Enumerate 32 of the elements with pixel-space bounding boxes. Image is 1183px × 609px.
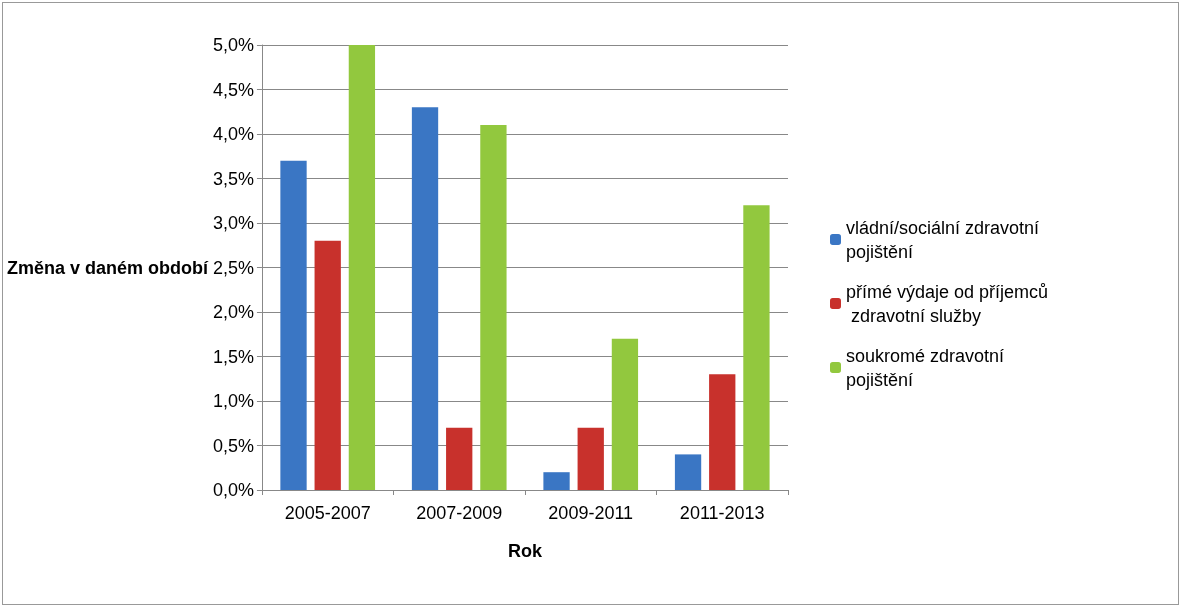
legend-label: vládní/sociální zdravotní pojištění — [846, 217, 1045, 262]
legend-label: přímé výdaje od příjemců zdravotní služby — [846, 281, 1049, 326]
bar — [411, 107, 439, 490]
bar — [446, 427, 473, 490]
bar — [480, 125, 507, 490]
y-tick-label: 4,0% — [212, 124, 254, 144]
bar — [543, 472, 570, 490]
y-tick-label: 5,0% — [212, 35, 254, 55]
bar — [611, 338, 639, 490]
y-tick-label: 0,5% — [212, 435, 254, 456]
x-tick-label: 2007-2009 — [416, 503, 503, 523]
y-tick-label: 1,0% — [212, 391, 254, 411]
y-tick-label: 2,5% — [212, 257, 254, 278]
bar — [577, 427, 604, 490]
y-tick-label: 2,0% — [212, 302, 254, 322]
bar — [314, 240, 341, 490]
y-tick-label: 3,5% — [212, 168, 254, 189]
x-tick-label: 2005-2007 — [284, 503, 371, 523]
bar — [743, 205, 770, 490]
y-tick-label: 0,0% — [212, 480, 254, 500]
y-tick-label: 4,5% — [212, 79, 254, 100]
bar — [674, 454, 702, 490]
y-tick-label: 1,5% — [212, 346, 254, 367]
legend-label: soukromé zdravotní pojištění — [846, 345, 1010, 390]
y-axis-title: Změna v daném období — [7, 257, 210, 278]
x-tick-label: 2009-2011 — [548, 503, 634, 523]
x-axis-title: Rok — [507, 541, 543, 561]
bar — [348, 45, 376, 490]
bar — [709, 374, 736, 490]
y-tick-label: 3,0% — [212, 213, 254, 233]
bar — [280, 160, 307, 490]
x-tick-label: 2011-2013 — [679, 503, 765, 523]
